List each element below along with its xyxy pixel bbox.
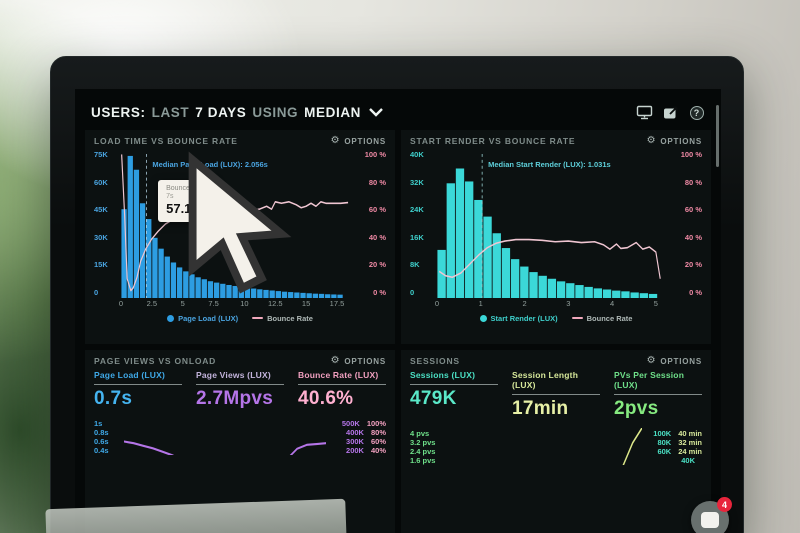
- x-tick-label: 17.5: [329, 299, 345, 308]
- x-tick-label: 4: [610, 299, 615, 308]
- title-7days: 7 DAYS: [195, 105, 247, 120]
- mouse-cursor-icon: [188, 151, 292, 294]
- sessions-chart[interactable]: [446, 426, 642, 465]
- legend-start-render[interactable]: Start Render (LUX): [479, 314, 558, 323]
- x-axis: 0 2.5 5 7.5 10 12.5 15 17.5: [118, 299, 353, 310]
- legend: Page Load (LUX) Bounce Rate: [94, 310, 386, 326]
- options-label: OPTIONS: [344, 136, 386, 146]
- app-bar-icons: ?: [636, 105, 705, 120]
- start-render-chart[interactable]: Median Start Render (LUX): 1.031s: [437, 150, 669, 298]
- chat-launcher-button[interactable]: 4: [691, 497, 732, 533]
- x-axis: 0 1 2 3 4 5: [434, 299, 669, 310]
- panel-sessions: SESSIONS ⚙ OPTIONS Sessions (LUX) 479K S…: [401, 350, 711, 533]
- x-tick-label: 1: [478, 299, 483, 308]
- title-using: USING: [252, 105, 299, 120]
- metric-session-length: Session Length (LUX) 17min: [512, 370, 600, 420]
- options-label: OPTIONS: [660, 356, 702, 366]
- options-button[interactable]: ⚙ OPTIONS: [331, 356, 386, 366]
- laptop-bezel: USERS: LAST 7 DAYS USING MEDIAN ?: [50, 56, 744, 533]
- notification-badge: 4: [717, 497, 732, 512]
- x-tick-label: 5: [653, 299, 658, 308]
- metric-page-load: Page Load (LUX) 0.7s: [94, 370, 182, 410]
- x-tick-label: 2: [522, 299, 527, 308]
- app-bar: USERS: LAST 7 DAYS USING MEDIAN ?: [85, 103, 711, 130]
- panel-title: SESSIONS: [410, 356, 460, 366]
- gear-icon: ⚙: [330, 355, 341, 366]
- page-views-chart[interactable]: [124, 416, 326, 455]
- legend-dot-icon: [167, 314, 175, 322]
- panel-title: LOAD TIME VS BOUNCE RATE: [94, 136, 238, 146]
- load-time-chart[interactable]: Median Page Load (LUX): 2.056s Bounce Ra…: [121, 150, 353, 298]
- chat-bubble-icon: [701, 512, 719, 528]
- title-users: USERS:: [91, 105, 146, 120]
- options-button[interactable]: ⚙ OPTIONS: [647, 356, 702, 366]
- x-tick-label: 0: [118, 299, 124, 308]
- y-axis-right: 100 % 80 % 60 % 40 % 20 % 0 %: [364, 150, 386, 297]
- options-label: OPTIONS: [660, 136, 702, 146]
- median-annotation: Median Start Render (LUX): 1.031s: [488, 160, 611, 170]
- x-tick-label: 10: [240, 299, 249, 308]
- y-axis-left: 4 pvs 3.2 pvs 2.4 pvs 1.6 pvs: [410, 429, 436, 465]
- y-axis-right: 100K 40 min 80K 32 min 60K 24 min 40K: [653, 429, 702, 465]
- panel-title: PAGE VIEWS VS ONLOAD: [94, 356, 217, 366]
- help-icon[interactable]: ?: [688, 105, 705, 120]
- y-axis-right: 100 % 80 % 60 % 40 % 20 % 0 %: [680, 150, 702, 297]
- metric-sessions: Sessions (LUX) 479K: [410, 370, 498, 420]
- median-annotation: Median Page Load (LUX): 2.056s: [152, 160, 268, 170]
- legend-line-icon: [571, 317, 583, 319]
- options-button[interactable]: ⚙ OPTIONS: [331, 136, 386, 146]
- legend-line-icon: [252, 317, 264, 319]
- x-tick-label: 3: [566, 299, 571, 308]
- panel-load-time: LOAD TIME VS BOUNCE RATE ⚙ OPTIONS 75K 60…: [85, 130, 395, 344]
- x-tick-label: 7.5: [208, 299, 219, 308]
- x-tick-label: 12.5: [267, 299, 283, 308]
- users-filter-dropdown[interactable]: USERS: LAST 7 DAYS USING MEDIAN: [91, 105, 383, 120]
- dashboard-screen: USERS: LAST 7 DAYS USING MEDIAN ?: [75, 89, 721, 533]
- y-axis-left: 75K 60K 45K 30K 15K 0: [94, 150, 108, 297]
- x-tick-label: 15: [301, 299, 311, 308]
- y-axis-right: 500K 100% 400K 80% 300K 60% 200K 40%: [341, 419, 386, 455]
- monitor-icon[interactable]: [636, 105, 653, 120]
- legend-bounce-rate[interactable]: Bounce Rate: [571, 314, 632, 323]
- legend-bounce-rate[interactable]: Bounce Rate: [252, 314, 313, 323]
- metric-bounce-rate: Bounce Rate (LUX) 40.6%: [298, 370, 386, 410]
- y-axis-left: 40K 32K 24K 16K 8K 0: [410, 150, 424, 297]
- scrollbar[interactable]: [716, 105, 719, 167]
- chevron-down-icon: [369, 108, 383, 117]
- legend: Start Render (LUX) Bounce Rate: [410, 310, 702, 326]
- panel-title: START RENDER VS BOUNCE RATE: [410, 136, 576, 146]
- share-icon[interactable]: [662, 105, 679, 120]
- metrics-row: Sessions (LUX) 479K Session Length (LUX)…: [410, 370, 702, 420]
- x-tick-label: 2.5: [146, 299, 158, 308]
- x-tick-label: 5: [180, 299, 185, 308]
- metric-pvs-per-session: PVs Per Session (LUX) 2pvs: [614, 370, 702, 420]
- options-label: OPTIONS: [344, 356, 386, 366]
- metric-page-views: Page Views (LUX) 2.7Mpvs: [196, 370, 284, 410]
- panel-grid: LOAD TIME VS BOUNCE RATE ⚙ OPTIONS 75K 60…: [85, 130, 711, 533]
- title-last: LAST: [151, 105, 190, 120]
- options-button[interactable]: ⚙ OPTIONS: [647, 136, 702, 146]
- y-axis-left: 1s 0.8s 0.6s 0.4s: [94, 419, 109, 455]
- x-tick-label: 0: [434, 299, 440, 308]
- title-median: MEDIAN: [304, 105, 362, 120]
- panel-start-render: START RENDER VS BOUNCE RATE ⚙ OPTIONS 40…: [401, 130, 711, 344]
- legend-dot-icon: [479, 314, 487, 322]
- legend-page-load[interactable]: Page Load (LUX): [167, 314, 238, 323]
- gear-icon: ⚙: [646, 135, 657, 146]
- gear-icon: ⚙: [646, 355, 657, 366]
- gear-icon: ⚙: [330, 135, 341, 146]
- metrics-row: Page Load (LUX) 0.7s Page Views (LUX) 2.…: [94, 370, 386, 410]
